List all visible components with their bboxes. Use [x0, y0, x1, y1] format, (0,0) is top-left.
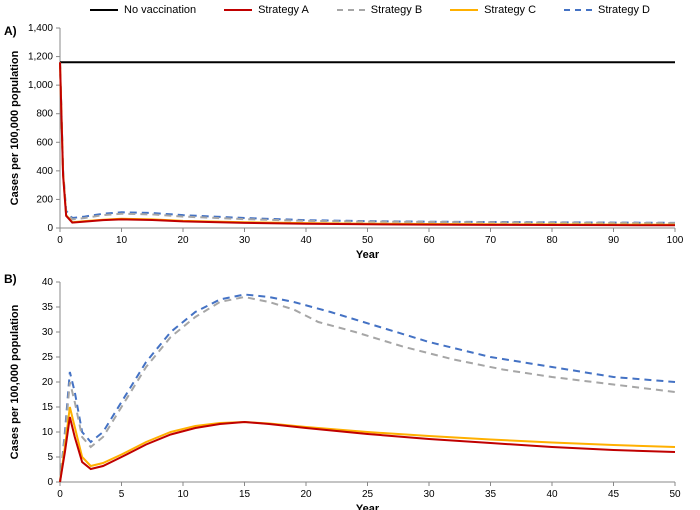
- svg-text:Year: Year: [356, 503, 380, 510]
- svg-text:20: 20: [300, 489, 312, 500]
- legend-item: Strategy C: [450, 4, 536, 16]
- svg-text:30: 30: [423, 489, 435, 500]
- series-line: [60, 417, 675, 482]
- svg-text:40: 40: [546, 489, 558, 500]
- svg-text:Cases per 100,000 population: Cases per 100,000 population: [9, 304, 21, 459]
- legend-swatch: [564, 9, 592, 11]
- series-line: [60, 407, 675, 482]
- svg-text:Cases per 100,000 population: Cases per 100,000 population: [9, 50, 21, 205]
- svg-text:25: 25: [362, 489, 374, 500]
- legend-label: Strategy A: [258, 4, 309, 16]
- svg-text:800: 800: [36, 109, 53, 120]
- svg-text:400: 400: [36, 166, 53, 177]
- series-line: [60, 62, 675, 223]
- svg-text:1,000: 1,000: [28, 80, 53, 91]
- svg-text:35: 35: [485, 489, 497, 500]
- svg-text:20: 20: [177, 235, 189, 246]
- legend: No vaccination Strategy A Strategy B Strate…: [90, 4, 650, 16]
- svg-text:0: 0: [47, 223, 53, 234]
- svg-text:200: 200: [36, 194, 53, 205]
- svg-text:15: 15: [239, 489, 251, 500]
- legend-label: No vaccination: [124, 4, 196, 16]
- svg-text:60: 60: [423, 235, 435, 246]
- svg-text:45: 45: [608, 489, 620, 500]
- svg-text:70: 70: [485, 235, 497, 246]
- legend-item: Strategy A: [224, 4, 309, 16]
- svg-text:0: 0: [57, 235, 63, 246]
- svg-text:100: 100: [667, 235, 684, 246]
- panel-a-label: A): [4, 24, 17, 38]
- legend-swatch: [337, 9, 365, 11]
- svg-text:Year: Year: [356, 249, 380, 261]
- svg-text:80: 80: [546, 235, 558, 246]
- svg-text:15: 15: [42, 402, 54, 413]
- svg-text:35: 35: [42, 302, 54, 313]
- svg-text:5: 5: [119, 489, 125, 500]
- svg-text:90: 90: [608, 235, 620, 246]
- chart-container: No vaccination Strategy A Strategy B Strate…: [0, 0, 700, 510]
- panel-b-label: B): [4, 272, 17, 286]
- svg-text:25: 25: [42, 352, 54, 363]
- svg-text:50: 50: [362, 235, 374, 246]
- svg-text:0: 0: [47, 477, 53, 488]
- legend-swatch: [450, 9, 478, 11]
- svg-text:20: 20: [42, 377, 54, 388]
- legend-item: No vaccination: [90, 4, 196, 16]
- svg-text:10: 10: [42, 427, 54, 438]
- svg-text:40: 40: [300, 235, 312, 246]
- chart-svg: 02004006008001,0001,2001,400010203040506…: [0, 0, 700, 510]
- svg-text:50: 50: [669, 489, 681, 500]
- svg-text:10: 10: [116, 235, 128, 246]
- legend-swatch: [90, 9, 118, 11]
- svg-text:30: 30: [239, 235, 251, 246]
- svg-text:1,400: 1,400: [28, 23, 53, 34]
- svg-text:0: 0: [57, 489, 63, 500]
- svg-text:40: 40: [42, 277, 54, 288]
- series-line: [60, 297, 675, 482]
- legend-label: Strategy C: [484, 4, 536, 16]
- legend-swatch: [224, 9, 252, 11]
- legend-item: Strategy D: [564, 4, 650, 16]
- series-line: [60, 62, 675, 225]
- svg-text:5: 5: [47, 452, 53, 463]
- series-line: [60, 62, 675, 224]
- series-line: [60, 295, 675, 483]
- svg-text:30: 30: [42, 327, 54, 338]
- svg-text:1,200: 1,200: [28, 52, 53, 63]
- legend-label: Strategy B: [371, 4, 422, 16]
- legend-label: Strategy D: [598, 4, 650, 16]
- svg-text:10: 10: [177, 489, 189, 500]
- series-line: [60, 62, 675, 223]
- svg-text:600: 600: [36, 137, 53, 148]
- legend-item: Strategy B: [337, 4, 422, 16]
